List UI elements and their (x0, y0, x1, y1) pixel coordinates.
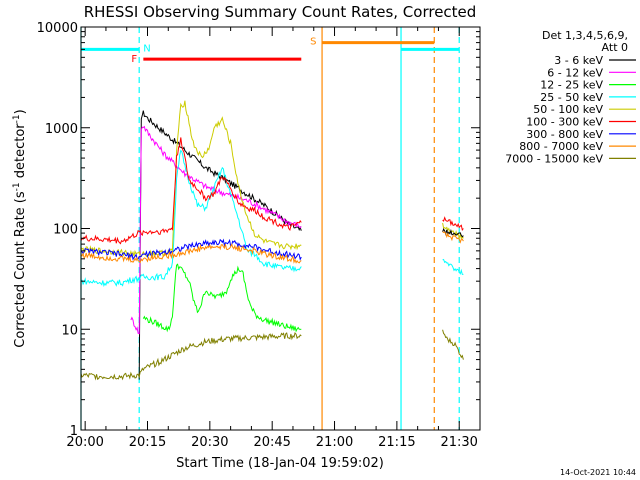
series-line (142, 263, 302, 333)
series-line (81, 243, 302, 264)
x-axis-label: Start Time (18-Jan-04 19:59:02) (176, 456, 384, 471)
series-line-later (442, 216, 464, 232)
legend-entry-label: 800 - 7000 keV (519, 140, 603, 153)
series-line-later (442, 258, 464, 275)
y-tick-label: 10000 (37, 21, 78, 36)
legend-header: Att 0 (602, 41, 628, 54)
plot-series (81, 100, 464, 381)
chart-title: RHESSI Observing Summary Count Rates, Co… (84, 3, 477, 21)
x-tick-label: 20:00 (66, 435, 103, 450)
axis-ticks: 1 10 100 1000 10000 20:00 20:15 20:30 20:45 21:00… (37, 21, 481, 450)
legend-entry-label: 50 - 100 keV (533, 103, 603, 116)
plot-lines: NF S (80, 27, 460, 430)
flag-label: F (131, 54, 137, 65)
y-tick-label: 1000 (45, 122, 78, 137)
series-line (81, 331, 302, 381)
series-line (81, 238, 302, 261)
y-axis-label: Corrected Count Rate (s-1 detector-1) (12, 109, 28, 347)
legend-entry-label: 25 - 50 keV (540, 91, 603, 104)
y-axis-label-text: Corrected Count Rate (s-1 detector-1) (12, 109, 28, 347)
x-tick-label: 21:15 (378, 435, 415, 450)
series-line-later (442, 231, 464, 244)
y-tick-label: 100 (53, 223, 78, 238)
flag-label: S (310, 37, 316, 48)
series-line (81, 100, 302, 258)
series-line (81, 137, 302, 245)
x-tick-label: 20:45 (253, 435, 290, 450)
series-line-later (442, 228, 464, 238)
series-line (81, 149, 302, 288)
legend-header: Det 1,3,4,5,6,9, (542, 29, 628, 42)
series-line-later (442, 329, 464, 360)
legend-entry-label: 300 - 800 keV (526, 128, 603, 141)
x-tick-label: 21:00 (316, 435, 353, 450)
x-tick-label: 20:30 (191, 435, 228, 450)
legend-entry-label: 7000 - 15000 keV (505, 152, 603, 165)
x-tick-label: 21:30 (440, 435, 477, 450)
series-line-later (442, 222, 464, 240)
y-tick-label: 10 (61, 323, 78, 338)
legend-entry-label: 6 - 12 keV (547, 66, 603, 79)
legend-entry-label: 12 - 25 keV (540, 79, 603, 92)
legend-entry-label: 3 - 6 keV (554, 54, 603, 67)
footer-date: 14-Oct-2021 10:44 (560, 468, 636, 477)
flag-label: N (143, 43, 150, 54)
y-tick-label: 1 (70, 424, 78, 439)
legend-entry-label: 100 - 300 keV (526, 116, 603, 129)
x-tick-label: 20:15 (129, 435, 166, 450)
